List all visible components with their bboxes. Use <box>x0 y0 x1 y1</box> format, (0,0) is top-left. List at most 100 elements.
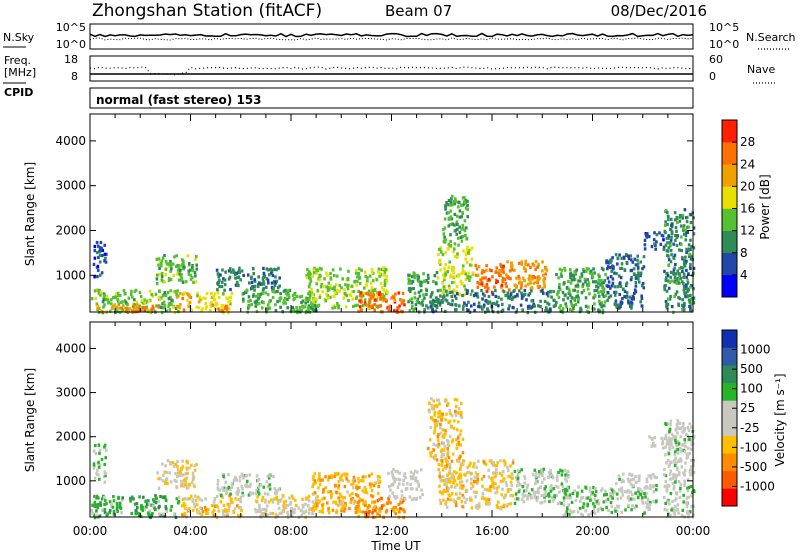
range-time-cell <box>239 506 242 510</box>
range-time-cell <box>361 510 365 514</box>
range-time-cell <box>568 508 572 512</box>
range-time-cell <box>314 496 318 500</box>
range-time-cell <box>513 268 516 272</box>
range-time-cell <box>586 283 589 287</box>
range-time-cell <box>633 291 636 295</box>
range-time-cell <box>145 307 149 311</box>
range-time-cell <box>312 271 316 275</box>
range-time-cell <box>333 285 336 289</box>
range-time-cell <box>233 507 237 511</box>
range-time-cell <box>459 480 462 484</box>
range-time-cell <box>160 264 163 268</box>
range-time-cell <box>690 505 693 509</box>
range-time-cell <box>434 300 438 304</box>
range-time-cell <box>544 492 547 496</box>
range-time-cell <box>237 498 240 502</box>
range-time-cell <box>333 288 337 292</box>
range-time-cell <box>182 308 186 312</box>
range-time-cell <box>669 460 673 464</box>
range-time-cell <box>679 224 683 228</box>
range-time-cell <box>443 217 447 221</box>
range-time-cell <box>535 499 539 503</box>
range-time-cell <box>221 280 224 284</box>
range-time-cell <box>437 463 441 467</box>
range-time-cell <box>665 508 669 512</box>
range-time-cell <box>670 223 673 227</box>
range-time-cell <box>458 433 462 437</box>
nsearch-series <box>89 37 694 41</box>
range-time-cell <box>412 308 415 312</box>
range-time-cell <box>356 303 359 307</box>
range-time-cell <box>445 201 448 205</box>
range-time-cell <box>256 284 260 289</box>
range-time-cell <box>549 489 553 493</box>
range-time-cell <box>475 490 478 494</box>
range-time-cell <box>175 292 178 296</box>
range-time-cell <box>495 490 499 494</box>
range-time-cell <box>368 474 371 478</box>
range-time-cell <box>474 263 477 267</box>
range-time-cell <box>461 505 465 509</box>
range-time-cell <box>373 298 377 302</box>
range-time-cell <box>356 275 359 279</box>
range-time-cell <box>458 209 462 213</box>
range-time-cell <box>474 293 478 297</box>
range-time-cell <box>98 288 101 292</box>
range-time-cell <box>354 493 358 497</box>
range-time-cell <box>267 273 271 277</box>
x-tick-label: 00:00 <box>676 524 711 538</box>
range-time-cell <box>672 487 676 491</box>
range-time-cell <box>417 280 421 284</box>
freq-label-2: [MHz] <box>4 66 36 79</box>
range-time-cell <box>188 497 191 501</box>
range-time-cell <box>192 483 196 487</box>
range-time-cell <box>161 306 165 310</box>
range-time-cell <box>539 305 542 309</box>
range-time-cell <box>278 499 281 503</box>
range-time-cell <box>397 291 400 295</box>
range-time-cell <box>658 231 661 235</box>
range-time-cell <box>93 494 96 499</box>
range-time-cell <box>257 292 260 297</box>
range-time-cell <box>368 274 372 278</box>
range-time-cell <box>666 214 670 218</box>
range-time-cell <box>533 304 536 308</box>
range-time-cell <box>260 300 264 304</box>
range-time-cell <box>643 247 647 251</box>
range-time-cell <box>332 500 335 504</box>
range-time-cell <box>608 494 612 498</box>
range-time-cell <box>103 480 107 484</box>
range-time-cell <box>625 282 628 286</box>
range-time-cell <box>445 299 449 303</box>
range-time-cell <box>586 309 589 313</box>
range-time-cell <box>143 309 146 313</box>
colorbar-swatch <box>722 230 737 254</box>
range-time-cell <box>599 290 603 294</box>
range-time-cell <box>563 266 566 270</box>
range-time-cell <box>675 243 679 247</box>
range-time-cell <box>234 283 238 287</box>
colorbar-tick-label: -100 <box>740 440 767 454</box>
range-time-cell <box>392 476 396 480</box>
range-time-cell <box>683 208 687 212</box>
range-time-cell <box>359 308 363 312</box>
range-time-cell <box>440 414 444 418</box>
range-time-cell <box>193 464 197 468</box>
range-time-cell <box>164 505 167 509</box>
range-time-cell <box>95 494 99 498</box>
range-time-cell <box>680 280 684 284</box>
range-time-cell <box>442 479 445 483</box>
range-time-cell <box>256 302 259 306</box>
range-time-cell <box>101 248 105 252</box>
range-time-cell <box>667 500 670 504</box>
range-time-cell <box>599 506 603 510</box>
range-time-cell <box>449 412 452 416</box>
range-time-cell <box>333 274 336 278</box>
range-time-cell <box>179 471 182 475</box>
range-time-cell <box>603 300 607 304</box>
range-time-cell <box>99 503 102 507</box>
range-time-cell <box>437 433 440 437</box>
range-time-cell <box>430 293 433 297</box>
range-time-cell <box>552 289 555 294</box>
range-time-cell <box>151 504 155 508</box>
